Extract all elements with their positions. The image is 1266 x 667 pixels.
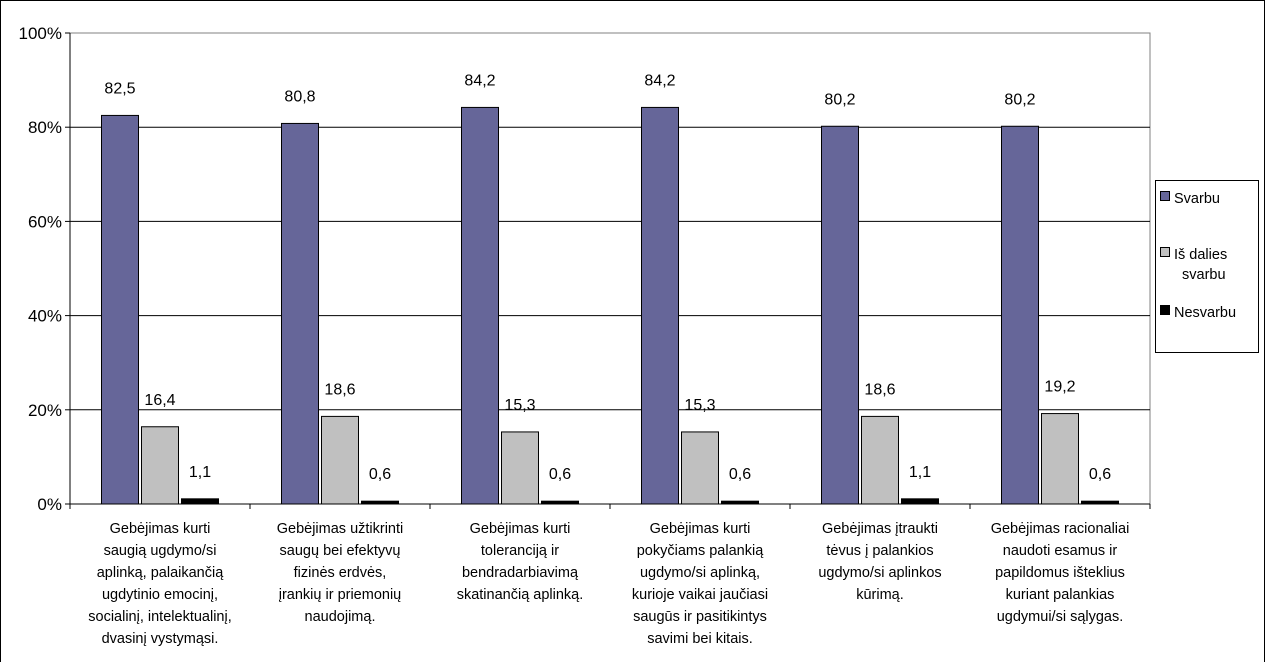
category-label: Gebėjimas kurti pokyčiams palankią ugdymo/… xyxy=(615,518,785,650)
data-label: 0,6 xyxy=(1089,466,1111,483)
category-label-line: bendradarbiavimą xyxy=(461,565,579,581)
bar xyxy=(821,125,859,505)
category-label-line: Gebėjimas įtraukti xyxy=(821,521,939,537)
bar xyxy=(1001,125,1039,505)
category-label-line: fizinės erdvės, xyxy=(293,565,387,581)
legend-swatch-nesvarbu xyxy=(1160,305,1170,315)
y-tick-label: 60% xyxy=(28,212,62,231)
y-tick-label: 20% xyxy=(28,401,62,420)
category-label-line: naudojimą. xyxy=(304,609,376,625)
category-label-line: papildomus išteklius xyxy=(995,565,1125,581)
category-label-line: kurioje vaikai jaučiasi xyxy=(631,587,769,603)
category-label-line: saugų bei efektyvų xyxy=(279,543,401,559)
bar xyxy=(281,122,319,505)
legend: Svarbu Iš dalies svarbu Nesvarbu xyxy=(1155,180,1259,353)
category-label-line: Gebėjimas kurti xyxy=(649,521,751,537)
bar xyxy=(541,500,579,505)
data-label: 18,6 xyxy=(864,381,895,398)
category-label-line: toleranciją ir xyxy=(480,543,560,559)
category-label-line: pokyčiams palankią xyxy=(636,543,764,559)
category-label-line: ugdymo/si aplinką, xyxy=(639,565,761,581)
category-label-line: saugią ugdymo/si xyxy=(103,543,217,559)
legend-item-is-dalies-svarbu: Iš dalies svarbu xyxy=(1160,245,1227,285)
data-label: 1,1 xyxy=(189,464,211,481)
data-label: 80,2 xyxy=(1004,91,1035,108)
legend-swatch-svarbu xyxy=(1160,191,1170,201)
data-label: 15,3 xyxy=(684,397,715,414)
category-label-line: aplinką, palaikančią xyxy=(96,565,224,581)
bar xyxy=(321,415,359,505)
category-label-line: Gebėjimas kurti xyxy=(109,521,211,537)
category-label-line: įrankių ir priemonių xyxy=(278,587,402,603)
category-label-line: ugdymui/si sąlygas. xyxy=(996,609,1124,625)
bar xyxy=(461,106,499,505)
legend-label-nesvarbu: Nesvarbu xyxy=(1174,305,1237,321)
category-label-line: skatinančią aplinką. xyxy=(456,587,584,603)
category-label: Gebėjimas įtraukti tėvus į palankios ugdym… xyxy=(795,518,965,606)
data-label: 84,2 xyxy=(464,72,495,89)
category-label-line: Gebėjimas racionaliai xyxy=(990,521,1130,537)
category-label-line: tėvus į palankios xyxy=(826,543,934,559)
data-label: 0,6 xyxy=(549,466,571,483)
category-label-line: ugdytinio emocinį, xyxy=(101,587,219,603)
y-tick-label: 40% xyxy=(28,307,62,326)
category-label-line: Gebėjimas užtikrinti xyxy=(276,521,404,537)
y-tick-label: 0% xyxy=(37,495,62,514)
data-label: 16,4 xyxy=(144,392,175,409)
category-label-line: dvasinį vystymąsi. xyxy=(101,631,219,647)
category-label-line: naudoti esamus ir xyxy=(1002,543,1118,559)
bar xyxy=(141,426,179,505)
data-label: 15,3 xyxy=(504,397,535,414)
legend-item-nesvarbu: Nesvarbu xyxy=(1160,303,1236,323)
data-label: 0,6 xyxy=(369,466,391,483)
category-label: Gebėjimas užtikrinti saugų bei efektyvų fi… xyxy=(255,518,425,628)
data-label: 19,2 xyxy=(1044,379,1075,396)
data-label: 0,6 xyxy=(729,466,751,483)
bar xyxy=(681,431,719,505)
legend-item-svarbu: Svarbu xyxy=(1160,189,1220,209)
bar xyxy=(101,114,139,505)
category-label: Gebėjimas kurti toleranciją ir bendradarbi… xyxy=(435,518,605,606)
legend-label-is-dalies-line2: svarbu xyxy=(1182,267,1226,283)
bar xyxy=(1041,413,1079,505)
bar xyxy=(721,500,759,505)
data-label: 18,6 xyxy=(324,381,355,398)
category-label-line: kuriant palankias xyxy=(1005,587,1115,603)
bar xyxy=(181,498,219,505)
y-tick-label: 100% xyxy=(19,24,62,43)
category-label-line: socialinį, intelektualinį, xyxy=(88,609,232,625)
legend-label-svarbu: Svarbu xyxy=(1174,191,1220,207)
data-label: 80,2 xyxy=(824,91,855,108)
data-label: 1,1 xyxy=(909,464,931,481)
bar xyxy=(501,431,539,505)
category-label-line: savimi bei kitais. xyxy=(647,631,753,647)
data-label: 84,2 xyxy=(644,72,675,89)
bar xyxy=(901,498,939,505)
category-label-line: kūrimą. xyxy=(856,587,904,603)
data-label: 80,8 xyxy=(284,88,315,105)
bar xyxy=(1081,500,1119,505)
category-label: Gebėjimas kurti saugią ugdymo/si aplinką, … xyxy=(75,518,245,650)
category-label: Gebėjimas racionaliai naudoti esamus ir pa… xyxy=(975,518,1145,628)
data-label: 82,5 xyxy=(104,80,135,97)
legend-swatch-is-dalies-svarbu xyxy=(1160,247,1170,257)
category-label-line: ugdymo/si aplinkos xyxy=(818,565,942,581)
bar xyxy=(641,106,679,505)
legend-label-is-dalies-line1: Iš dalies xyxy=(1174,247,1228,263)
y-tick-label: 80% xyxy=(28,118,62,137)
category-label-line: Gebėjimas kurti xyxy=(469,521,571,537)
plot-area xyxy=(69,32,1151,505)
bar xyxy=(861,415,899,505)
bar xyxy=(361,500,399,505)
category-label-line: saugūs ir pasitikintys xyxy=(633,609,767,625)
